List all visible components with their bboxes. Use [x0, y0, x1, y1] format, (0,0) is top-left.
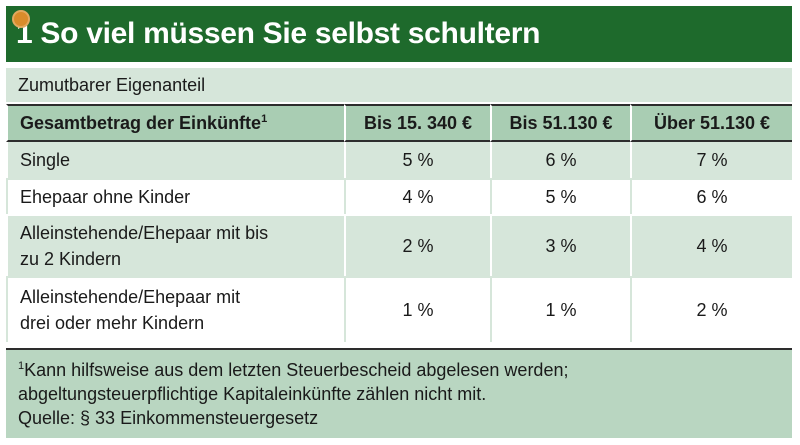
table-row: Single 5 % 6 % 7 % [6, 142, 792, 178]
row-value: 3 % [490, 214, 630, 276]
row-value: 4 % [344, 178, 490, 214]
corner-dot-icon [12, 10, 30, 28]
header-col-3: Über 51.130 € [630, 104, 792, 142]
table-row: Alleinstehende/Ehepaar mit drei oder mehr… [6, 276, 792, 342]
table-header-row: Gesamtbetrag der Einkünfte1 Bis 15. 340 … [6, 104, 792, 142]
row-value: 1 % [490, 276, 630, 342]
row-value: 2 % [344, 214, 490, 276]
table-row: Ehepaar ohne Kinder 4 % 5 % 6 % [6, 178, 792, 214]
row-value: 5 % [344, 142, 490, 178]
footnote-source: Quelle: § 33 Einkommensteuergesetz [18, 408, 319, 428]
table-card: 1 So viel müssen Sie selbst schultern Zu… [6, 6, 792, 438]
row-value: 6 % [630, 178, 792, 214]
header-col-1: Bis 15. 340 € [344, 104, 490, 142]
row-label: Ehepaar ohne Kinder [6, 178, 344, 214]
row-value: 1 % [344, 276, 490, 342]
row-label: Alleinstehende/Ehepaar mit drei oder mehr… [6, 276, 344, 342]
row-label: Single [6, 142, 344, 178]
row-value: 2 % [630, 276, 792, 342]
header-col-2: Bis 51.130 € [490, 104, 630, 142]
table-row: Alleinstehende/Ehepaar mit bis zu 2 Kinde… [6, 214, 792, 276]
row-value: 4 % [630, 214, 792, 276]
table-subtitle: Zumutbarer Eigenanteil [6, 68, 792, 102]
footnote: 1Kann hilfsweise aus dem letzten Steuerb… [6, 348, 792, 438]
header-income-label: Gesamtbetrag der Einkünfte1 [6, 104, 344, 142]
row-value: 6 % [490, 142, 630, 178]
row-value: 5 % [490, 178, 630, 214]
footnote-line-2: abgeltungsteuerpflichtige Kapitaleinkünf… [18, 384, 487, 404]
row-value: 7 % [630, 142, 792, 178]
row-label: Alleinstehende/Ehepaar mit bis zu 2 Kinde… [6, 214, 344, 276]
table-title: 1 So viel müssen Sie selbst schultern [6, 6, 792, 62]
deductible-table: Gesamtbetrag der Einkünfte1 Bis 15. 340 … [6, 104, 792, 342]
footnote-line-1: 1Kann hilfsweise aus dem letzten Steuerb… [18, 360, 569, 380]
